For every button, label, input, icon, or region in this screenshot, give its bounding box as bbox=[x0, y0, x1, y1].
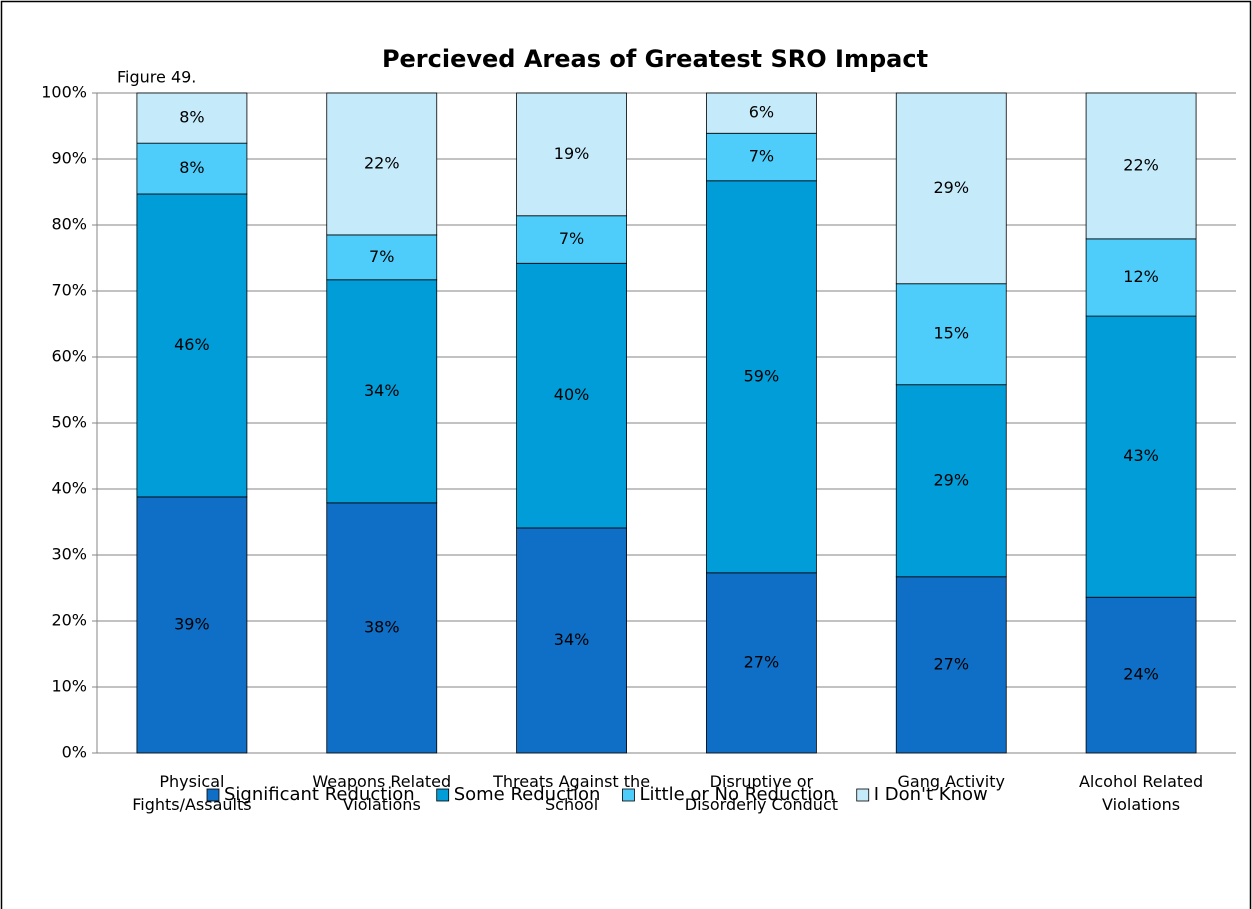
y-tick-label: 60% bbox=[51, 347, 87, 366]
data-label: 19% bbox=[554, 144, 590, 163]
x-tick-label: Physical Fights/Assaults bbox=[132, 772, 252, 814]
bar-segment bbox=[895, 92, 1007, 285]
data-label: 34% bbox=[364, 381, 400, 400]
legend-swatch bbox=[856, 788, 870, 802]
bar-segment bbox=[1085, 238, 1197, 317]
y-tick-label: 70% bbox=[51, 281, 87, 300]
bar-segment bbox=[516, 215, 627, 264]
x-tick-label: Threats Against the School bbox=[493, 772, 651, 814]
bar-segment bbox=[326, 502, 438, 754]
x-tick-label: Gang Activity bbox=[897, 772, 1005, 791]
data-label: 29% bbox=[933, 178, 969, 197]
data-label: 7% bbox=[749, 147, 774, 166]
x-tick-label: Disruptive or Disorderly Conduct bbox=[684, 772, 839, 814]
data-label: 7% bbox=[559, 229, 584, 248]
data-label: 8% bbox=[179, 158, 204, 177]
bar-segment bbox=[706, 572, 817, 754]
x-tick-label: Alcohol Related Violations bbox=[1078, 772, 1204, 814]
bar-segment bbox=[1085, 315, 1197, 598]
y-tick-label: 20% bbox=[51, 611, 87, 630]
bar-segment bbox=[706, 180, 817, 574]
legend-swatch bbox=[622, 788, 635, 802]
bar-segment bbox=[516, 527, 627, 754]
data-label: 34% bbox=[554, 630, 590, 649]
y-tick-label: 30% bbox=[51, 545, 87, 564]
data-label: 12% bbox=[1123, 267, 1159, 286]
legend-label: I Don't Know bbox=[874, 784, 988, 805]
legend-label: Significant Reduction bbox=[224, 784, 415, 805]
legend-swatch bbox=[206, 788, 220, 802]
bar-segment bbox=[136, 142, 248, 195]
data-label: 43% bbox=[1123, 446, 1159, 465]
data-label: 29% bbox=[933, 470, 969, 489]
legend-label: Little or No Reduction bbox=[639, 784, 834, 805]
bar-segment bbox=[326, 234, 438, 281]
bar-segment bbox=[136, 193, 248, 498]
x-tick-label: Weapons Related Violations bbox=[312, 772, 452, 814]
y-tick-label: 40% bbox=[51, 479, 87, 498]
data-label: 7% bbox=[369, 247, 394, 266]
data-label: 38% bbox=[364, 617, 400, 636]
annotation: Figure 49. bbox=[117, 68, 196, 87]
bar-segment bbox=[706, 132, 817, 182]
bar-segment bbox=[895, 576, 1007, 754]
legend-swatch bbox=[436, 788, 450, 802]
y-tick-label: 0% bbox=[62, 743, 87, 762]
y-tick-label: 10% bbox=[51, 677, 87, 696]
legend-label: Some Reduction bbox=[454, 784, 601, 805]
bar-segment bbox=[895, 283, 1007, 386]
bar-segment bbox=[516, 262, 627, 529]
data-label: 40% bbox=[554, 385, 590, 404]
data-label: 15% bbox=[933, 324, 969, 343]
y-tick-label: 80% bbox=[51, 215, 87, 234]
y-tick-label: 50% bbox=[51, 413, 87, 432]
bar-segment bbox=[706, 92, 817, 134]
bar-segment bbox=[516, 92, 627, 217]
bar-segment bbox=[136, 92, 248, 144]
bar-segment bbox=[1085, 92, 1197, 240]
data-label: 27% bbox=[744, 652, 780, 671]
data-label: 8% bbox=[179, 108, 204, 127]
data-label: 59% bbox=[744, 366, 780, 385]
bar-segment bbox=[895, 384, 1007, 578]
data-label: 22% bbox=[364, 153, 400, 172]
bar-segment bbox=[326, 279, 438, 504]
data-label: 24% bbox=[1123, 665, 1159, 684]
data-label: 46% bbox=[174, 335, 210, 354]
bar-segment bbox=[326, 92, 438, 236]
y-tick-label: 100% bbox=[41, 83, 87, 102]
y-tick-label: 90% bbox=[51, 149, 87, 168]
chart-title: Percieved Areas of Greatest SRO Impact bbox=[382, 45, 928, 73]
data-label: 39% bbox=[174, 614, 210, 633]
data-label: 22% bbox=[1123, 155, 1159, 174]
data-label: 6% bbox=[749, 103, 774, 122]
data-label: 27% bbox=[933, 654, 969, 673]
bar-segment bbox=[1085, 596, 1197, 754]
bar-segment bbox=[136, 496, 248, 754]
